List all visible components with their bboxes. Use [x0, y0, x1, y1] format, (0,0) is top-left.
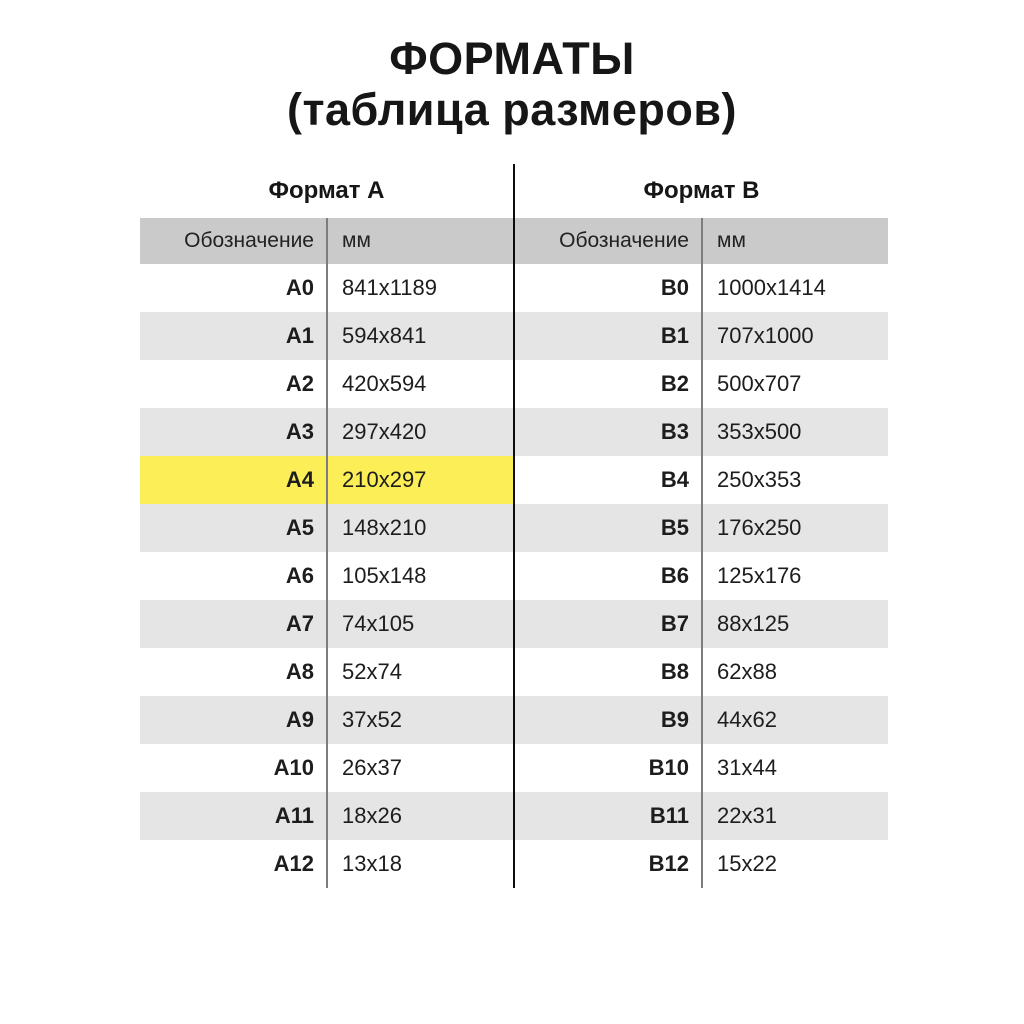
format-size-mm-cell: 297x420 — [342, 419, 427, 444]
format-designation-cell: A10 — [140, 744, 328, 792]
format-size-mm-cell: 353x500 — [717, 419, 802, 444]
format-designation-cell: B4 — [515, 456, 703, 504]
format-size-mm-cell: 707x1000 — [717, 323, 814, 348]
table-row: B1 707x1000 — [515, 312, 888, 360]
table-row: B8 62x88 — [515, 648, 888, 696]
format-designation-cell: A9 — [140, 696, 328, 744]
table-row: B5 176x250 — [515, 504, 888, 552]
format-a-section-title: Формат А — [268, 177, 385, 204]
format-designation-cell: B5 — [515, 504, 703, 552]
table-row: B9 44x62 — [515, 696, 888, 744]
format-size-mm-cell: 210x297 — [342, 467, 427, 492]
format-size-mm-cell: 88x125 — [717, 611, 790, 636]
column-header-mm: мм — [342, 229, 371, 252]
format-b-section-title: Формат В — [643, 177, 760, 204]
table-row: B6 125x176 — [515, 552, 888, 600]
table-row: B11 22x31 — [515, 792, 888, 840]
vertical-divider-line — [513, 164, 515, 888]
format-designation-cell: A3 — [140, 408, 328, 456]
format-size-mm-cell: 26x37 — [342, 755, 402, 780]
format-designation-cell: B12 — [515, 840, 703, 888]
table-row: A9 37x52 — [140, 696, 513, 744]
format-designation-cell: A2 — [140, 360, 328, 408]
format-size-mm-cell: 37x52 — [342, 707, 402, 732]
format-designation-cell: A6 — [140, 552, 328, 600]
format-designation-cell: B10 — [515, 744, 703, 792]
format-designation-cell: B2 — [515, 360, 703, 408]
format-size-mm-cell: 13x18 — [342, 851, 402, 876]
format-size-mm-cell: 1000x1414 — [717, 275, 826, 300]
table-row: A12 13x18 — [140, 840, 513, 888]
format-b-header-row: Обозначение мм — [515, 218, 888, 264]
format-designation-cell: B1 — [515, 312, 703, 360]
format-designation-cell: B0 — [515, 264, 703, 312]
format-size-mm-cell: 22x31 — [717, 803, 777, 828]
format-designation-cell: A11 — [140, 792, 328, 840]
format-designation-cell: A8 — [140, 648, 328, 696]
table-row: B3 353x500 — [515, 408, 888, 456]
table-row-highlighted: A4 210x297 — [140, 456, 513, 504]
format-size-mm-cell: 500x707 — [717, 371, 802, 396]
format-size-mm-cell: 841x1189 — [342, 275, 438, 300]
table-row: A7 74x105 — [140, 600, 513, 648]
format-b-section: Формат В Обозначение мм B0 1000x1414 B1 707… — [515, 164, 888, 888]
format-designation-cell: B3 — [515, 408, 703, 456]
table-row: B7 88x125 — [515, 600, 888, 648]
format-designation-cell: B6 — [515, 552, 703, 600]
format-size-mm-cell: 31x44 — [717, 755, 777, 780]
format-size-mm-cell: 594x841 — [342, 323, 427, 348]
format-size-mm-cell: 250x353 — [717, 467, 802, 492]
format-designation-cell: B7 — [515, 600, 703, 648]
page-title-line2: (таблица размеров) — [287, 84, 737, 135]
format-designation-cell: A7 — [140, 600, 328, 648]
table-row: A8 52x74 — [140, 648, 513, 696]
table-row: B10 31x44 — [515, 744, 888, 792]
table-row: B0 1000x1414 — [515, 264, 888, 312]
format-designation-cell: A12 — [140, 840, 328, 888]
page-title: ФОРМАТЫ (таблица размеров) — [0, 33, 1024, 135]
table-row: A0 841x1189 — [140, 264, 513, 312]
format-designation-cell: A5 — [140, 504, 328, 552]
table-row: A2 420x594 — [140, 360, 513, 408]
table-row: A5 148x210 — [140, 504, 513, 552]
format-size-mm-cell: 105x148 — [342, 563, 427, 588]
format-size-mm-cell: 125x176 — [717, 563, 802, 588]
table-row: A11 18x26 — [140, 792, 513, 840]
format-size-mm-cell: 176x250 — [717, 515, 802, 540]
table-row: B2 500x707 — [515, 360, 888, 408]
format-size-mm-cell: 74x105 — [342, 611, 415, 636]
format-designation-cell: A4 — [140, 456, 328, 504]
format-a-section: Формат А Обозначение мм A0 841x1189 A1 594x… — [140, 164, 513, 888]
format-size-mm-cell: 52x74 — [342, 659, 402, 684]
column-header-designation: Обозначение — [140, 218, 328, 264]
format-designation-cell: A0 — [140, 264, 328, 312]
format-a-header-row: Обозначение мм — [140, 218, 513, 264]
column-header-designation: Обозначение — [515, 218, 703, 264]
format-a-rows: A0 841x1189 A1 594x841 A2 420x594 A3 297x420 A4 2… — [140, 264, 513, 888]
format-designation-cell: A1 — [140, 312, 328, 360]
format-b-rows: B0 1000x1414 B1 707x1000 B2 500x707 B3 353x500 B… — [515, 264, 888, 888]
column-header-mm: мм — [717, 229, 746, 252]
format-size-mm-cell: 420x594 — [342, 371, 427, 396]
table-row: A10 26x37 — [140, 744, 513, 792]
format-size-mm-cell: 148x210 — [342, 515, 427, 540]
format-size-mm-cell: 15x22 — [717, 851, 777, 876]
format-size-mm-cell: 44x62 — [717, 707, 777, 732]
table-row: B4 250x353 — [515, 456, 888, 504]
format-size-mm-cell: 62x88 — [717, 659, 777, 684]
format-designation-cell: B9 — [515, 696, 703, 744]
format-designation-cell: B8 — [515, 648, 703, 696]
format-size-mm-cell: 18x26 — [342, 803, 402, 828]
size-table: Формат А Обозначение мм A0 841x1189 A1 594x… — [140, 164, 888, 888]
table-row: B12 15x22 — [515, 840, 888, 888]
table-row: A1 594x841 — [140, 312, 513, 360]
format-designation-cell: B11 — [515, 792, 703, 840]
page-title-line1: ФОРМАТЫ — [389, 33, 635, 84]
table-row: A6 105x148 — [140, 552, 513, 600]
table-row: A3 297x420 — [140, 408, 513, 456]
